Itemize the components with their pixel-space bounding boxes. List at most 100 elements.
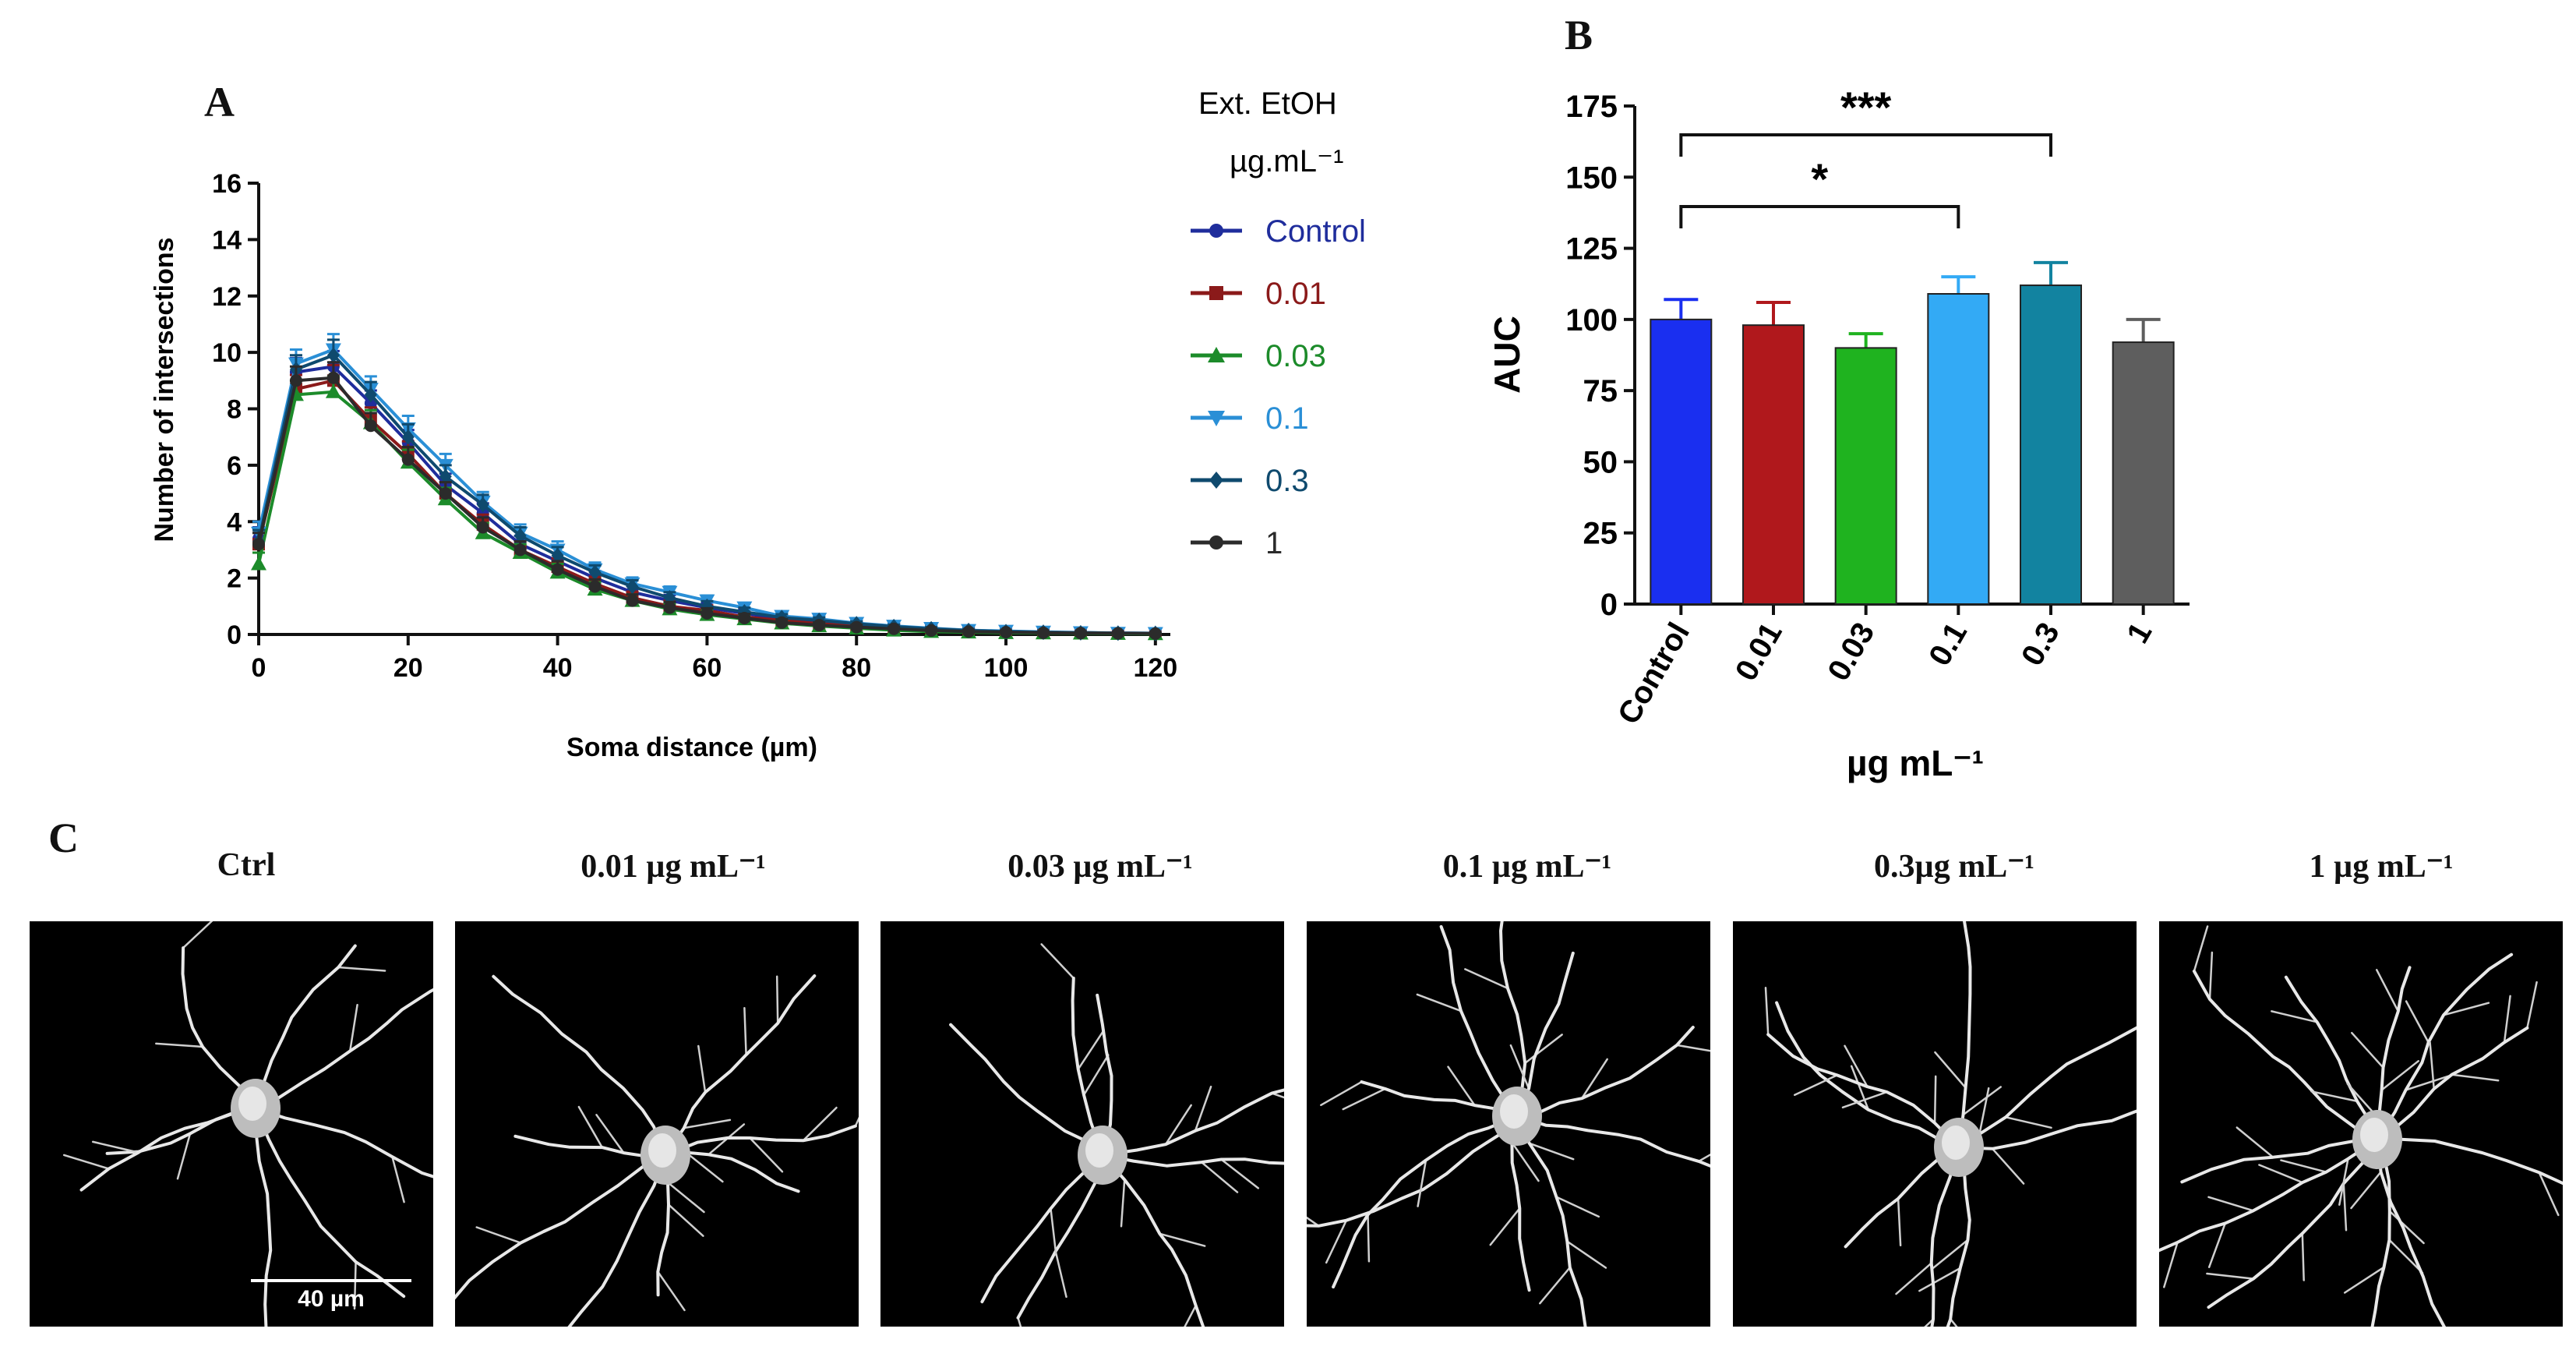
y-axis-label: AUC — [1487, 316, 1527, 394]
x-tick-label: 100 — [984, 653, 1029, 683]
x-tick-label: 120 — [1133, 653, 1177, 683]
y-tick-label: 12 — [212, 282, 242, 312]
neuron-image-0-03 — [880, 921, 1284, 1327]
x-tick-label: 40 — [543, 653, 573, 683]
data-point — [663, 601, 676, 614]
legend-label: 1 — [1265, 526, 1283, 560]
data-point — [551, 563, 564, 576]
bar-chart-auc: 0 25 50 75 100 125 150 175 Control 0.01 0.03 0.1 0.3… — [1487, 83, 2190, 783]
image-title-0-3: 0.3µg mL⁻¹ — [1874, 849, 2034, 885]
significance-bracket: * — [1679, 154, 1960, 228]
legend-title-line2: µg.mL⁻¹ — [1230, 144, 1343, 178]
panel-label-a: A — [204, 79, 235, 125]
data-point — [439, 468, 452, 485]
y-tick-label: 10 — [212, 338, 242, 368]
y-axis-label: Number of intersections — [150, 237, 179, 542]
data-point — [962, 625, 976, 638]
data-point — [775, 616, 789, 629]
image-title-0-01: 0.01 µg mL⁻¹ — [580, 849, 766, 885]
y-tick-label: 4 — [227, 507, 242, 537]
y-tick-label: 0 — [227, 620, 242, 650]
scale-bar-label: 40 µm — [298, 1286, 365, 1312]
data-point — [1000, 626, 1013, 639]
x-tick-label: 60 — [692, 653, 722, 683]
data-point — [364, 387, 377, 403]
x-axis-label: Soma distance (µm) — [566, 733, 817, 762]
x-tick-label: 0.03 — [1821, 617, 1881, 687]
data-point — [251, 556, 266, 571]
data-point — [401, 429, 415, 445]
y-tick-label: 25 — [1583, 517, 1618, 551]
data-point — [588, 580, 602, 593]
y-tick-label: 8 — [227, 395, 242, 425]
legend-label: Control — [1265, 214, 1366, 249]
legend-marker — [1209, 535, 1223, 550]
bar-1 — [2112, 341, 2175, 605]
data-point — [476, 497, 489, 513]
y-tick-label: 125 — [1565, 232, 1618, 267]
neuron-image-0-01 — [455, 921, 859, 1327]
y-tick-label: 2 — [227, 564, 242, 594]
series-1 — [252, 361, 1162, 640]
significance-label: *** — [1840, 83, 1892, 132]
y-tick-label: 16 — [212, 169, 242, 199]
data-point — [1074, 627, 1087, 640]
x-tick-label: 80 — [842, 653, 871, 683]
legend-label: 0.03 — [1265, 339, 1326, 373]
significance-bracket: *** — [1679, 83, 2052, 157]
data-point — [551, 547, 564, 564]
data-point — [626, 594, 639, 607]
x-tick-label: 0 — [252, 653, 266, 683]
data-point — [476, 521, 489, 534]
image-title-0-1: 0.1 µg mL⁻¹ — [1442, 849, 1612, 885]
data-point — [887, 622, 901, 635]
data-point — [325, 383, 341, 398]
bar-Control — [1650, 318, 1713, 605]
data-point — [626, 578, 639, 595]
x-tick-label: 0.1 — [1922, 617, 1974, 672]
legend-label: 0.3 — [1265, 464, 1309, 498]
data-point — [401, 453, 415, 466]
data-point — [700, 606, 714, 620]
legend-marker — [1208, 411, 1225, 426]
panel-label-b: B — [1565, 12, 1593, 58]
x-axis-label: µg mL⁻¹ — [1847, 743, 1984, 783]
scale-bar — [251, 1279, 411, 1282]
data-point — [1036, 626, 1050, 639]
y-tick-label: 175 — [1565, 90, 1618, 124]
data-point — [289, 374, 302, 387]
data-point — [738, 612, 751, 625]
y-tick-label: 6 — [227, 451, 242, 481]
data-point — [326, 371, 340, 384]
x-tick-label: 20 — [393, 653, 423, 683]
image-title-ctrl: Ctrl — [217, 847, 276, 883]
data-point — [925, 624, 938, 637]
x-tick-label: 0.3 — [2015, 617, 2066, 672]
y-tick-label: 150 — [1565, 161, 1618, 195]
y-tick-label: 75 — [1583, 374, 1618, 408]
data-point — [850, 620, 863, 634]
legend-label: 0.1 — [1265, 401, 1309, 436]
image-title-1: 1 µg mL⁻¹ — [2309, 849, 2454, 885]
data-point — [364, 419, 377, 433]
neuron-image-ctrl — [30, 921, 433, 1327]
bar-0-1 — [1927, 292, 1990, 605]
data-point — [439, 487, 452, 500]
x-tick-label: 0.01 — [1729, 617, 1789, 687]
neuron-image-0-3 — [1733, 921, 2137, 1327]
legend-label: 0.01 — [1265, 277, 1326, 311]
data-point — [513, 528, 527, 544]
x-tick-label: Control — [1611, 617, 1696, 730]
bar-0-3 — [2020, 284, 2082, 605]
data-point — [252, 538, 265, 551]
image-title-0-03: 0.03 µg mL⁻¹ — [1007, 849, 1193, 885]
x-tick-label: 1 — [2120, 617, 2158, 649]
legend-marker — [1209, 472, 1223, 489]
data-point — [1111, 627, 1124, 640]
panel-label-c: C — [48, 815, 79, 861]
data-point — [513, 543, 527, 557]
bracket-line — [1679, 205, 1960, 228]
data-point — [326, 347, 340, 363]
significance-label: * — [1811, 154, 1828, 203]
